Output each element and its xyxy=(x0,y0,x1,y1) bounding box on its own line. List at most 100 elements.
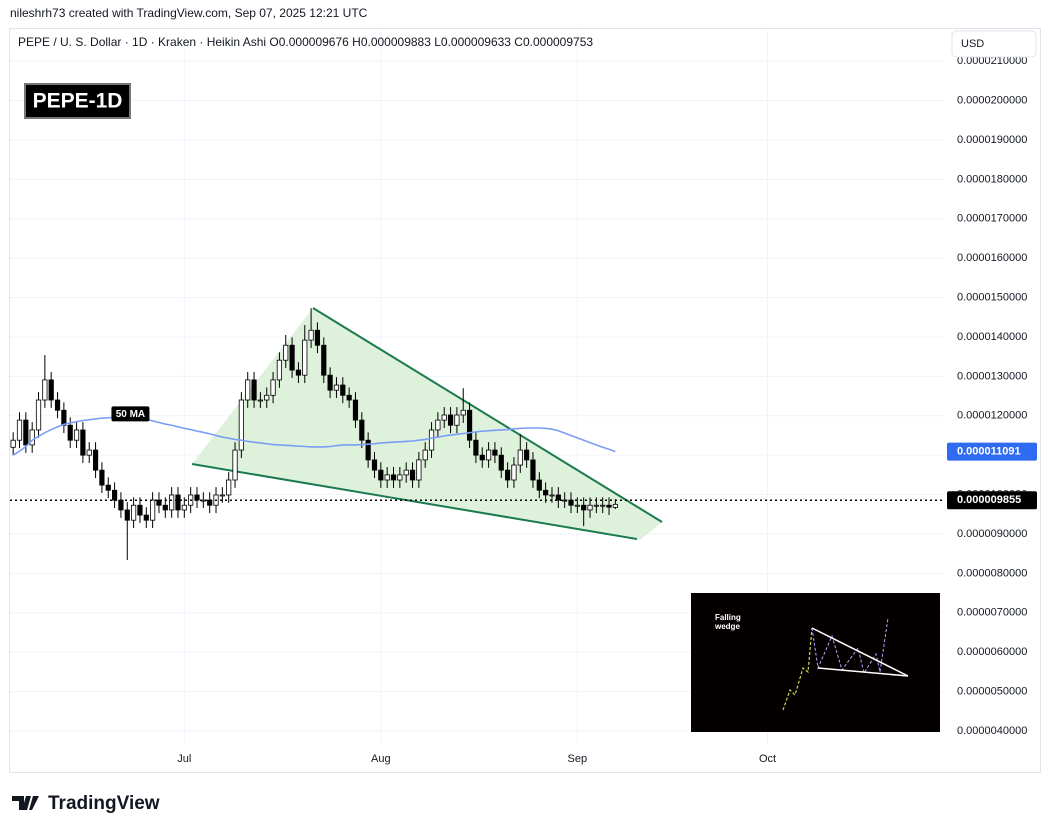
candle-body xyxy=(346,394,352,401)
candle-body xyxy=(16,419,23,441)
candle-body xyxy=(143,514,149,521)
candle-body xyxy=(479,454,485,461)
candle-body xyxy=(48,379,54,401)
candle-body xyxy=(397,474,403,481)
x-tick-label: Aug xyxy=(371,753,391,765)
y-tick-label: 0.0000170000 xyxy=(957,213,1027,225)
y-tick-label: 0.0000060000 xyxy=(957,646,1027,658)
wedge-fill xyxy=(192,308,662,540)
logo-mark xyxy=(12,796,39,810)
candle-body xyxy=(606,504,612,508)
candle-body xyxy=(111,489,118,501)
candle-body xyxy=(29,429,35,446)
inset-wedge xyxy=(811,627,909,677)
candle-body xyxy=(86,449,92,456)
ma-price-label: 0.000011091 xyxy=(957,446,1021,458)
currency: USD xyxy=(961,38,984,50)
candle-body xyxy=(61,409,67,426)
candle-body xyxy=(498,454,504,471)
candle-body xyxy=(321,344,327,376)
candle-body xyxy=(245,379,251,401)
candle-body xyxy=(600,504,606,507)
y-tick-label: 0.0000080000 xyxy=(957,567,1027,579)
candle-body xyxy=(511,464,517,481)
y-tick-label: 0.0000130000 xyxy=(957,370,1027,382)
y-tick-label: 0.0000050000 xyxy=(957,686,1027,698)
y-tick-label: 0.0000200000 xyxy=(957,94,1027,106)
candle-body xyxy=(283,344,289,361)
candle-body xyxy=(524,449,530,461)
candle-body xyxy=(485,449,492,461)
candle-body xyxy=(359,419,365,441)
candle-body xyxy=(390,474,397,481)
y-tick-label: 0.0000180000 xyxy=(957,173,1027,185)
candle-body xyxy=(549,494,555,497)
candle-body xyxy=(99,469,105,486)
candle-body xyxy=(264,394,270,401)
candle-body xyxy=(207,499,213,506)
candle-body xyxy=(454,414,460,426)
candle-body xyxy=(124,509,130,521)
candle-body xyxy=(574,504,580,507)
ma-label-box xyxy=(111,406,150,422)
currency-box xyxy=(951,30,1037,58)
candle-body xyxy=(162,504,168,511)
candle-body xyxy=(428,429,435,451)
y-tick-label: 0.0000140000 xyxy=(957,331,1027,343)
candle-body xyxy=(352,399,359,421)
candle-body xyxy=(137,504,143,516)
x-tick-label: Sep xyxy=(568,753,588,765)
inset-wedge xyxy=(817,667,909,677)
candle-body xyxy=(276,359,283,381)
candle-body xyxy=(365,439,371,461)
candle-body xyxy=(181,504,187,511)
candle-body xyxy=(530,459,536,481)
candle-body xyxy=(581,504,587,511)
candle-body xyxy=(492,449,498,456)
candle-body xyxy=(270,379,276,396)
y-tick-label: 0.0000190000 xyxy=(957,134,1027,146)
candle-body xyxy=(473,439,479,456)
candle-body xyxy=(333,384,340,391)
candle-body xyxy=(194,494,200,501)
last-price-label: 0.000009855 xyxy=(957,494,1021,506)
candle-body xyxy=(314,329,321,346)
candle-body xyxy=(517,449,523,466)
candle-body xyxy=(587,504,593,511)
candle-body xyxy=(238,399,244,451)
y-tick-label: 0.0000210000 xyxy=(957,55,1027,67)
candle-body xyxy=(232,449,238,481)
candle-body xyxy=(92,449,99,471)
candle-body xyxy=(118,499,124,511)
y-tick-label: 0.0000150000 xyxy=(957,291,1027,303)
candle-body xyxy=(416,459,422,481)
y-tick-label: 0.0000090000 xyxy=(957,528,1027,540)
candle-body xyxy=(295,369,302,376)
candle-body xyxy=(371,459,378,471)
candle-body xyxy=(289,344,295,371)
symbol-header: PEPE / U. S. Dollar · 1D · Kraken · Heik… xyxy=(18,35,593,49)
badge: PEPE-1D xyxy=(33,90,123,113)
candle-body xyxy=(80,429,86,456)
candle-body xyxy=(505,469,511,481)
wedge-lower xyxy=(191,463,638,540)
candle-body xyxy=(593,504,599,507)
candle-body xyxy=(219,494,225,497)
candle-body xyxy=(169,494,175,511)
inset-zigzag xyxy=(811,617,889,675)
candle-body xyxy=(308,329,314,341)
credit: nileshrh73 created with TradingView.com,… xyxy=(10,6,368,20)
candle-body xyxy=(251,379,257,401)
candle-body xyxy=(441,414,447,421)
inset-box xyxy=(691,593,940,732)
candle-body xyxy=(403,469,409,476)
candle-body xyxy=(466,409,473,441)
badge-box xyxy=(24,83,131,119)
candle-body xyxy=(257,399,263,402)
inset-title-line: Falling xyxy=(715,613,741,622)
y-tick-label: 0.0000160000 xyxy=(957,252,1027,264)
x-tick-label: Oct xyxy=(759,753,776,765)
price-axis: 0.0000040000 0.0000050000 0.0000060000 0.00… xyxy=(177,55,1037,765)
